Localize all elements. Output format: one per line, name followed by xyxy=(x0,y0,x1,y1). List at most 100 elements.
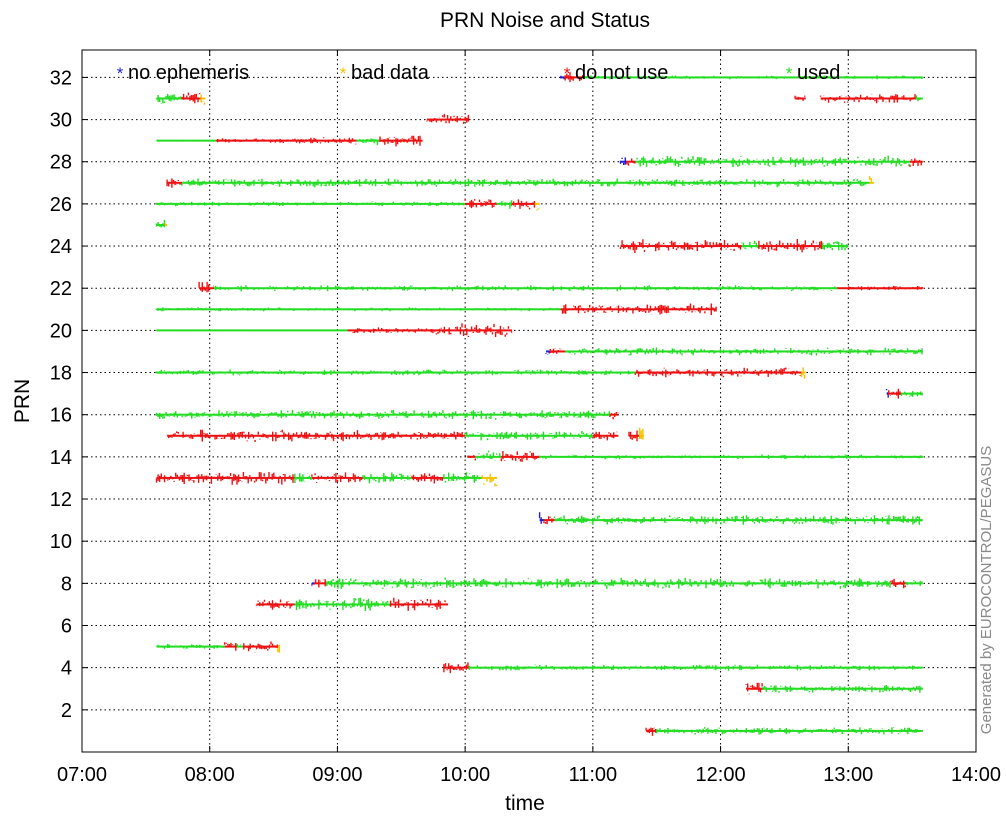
segment-no-ephemeris xyxy=(545,350,551,355)
segment-do-not-use xyxy=(411,473,444,484)
segment-used xyxy=(156,139,217,142)
y-tick-label: 16 xyxy=(50,405,72,427)
prn-track-5 xyxy=(155,641,281,653)
segment-do-not-use xyxy=(564,72,585,83)
segment-no-ephemeris xyxy=(538,512,544,524)
segment-used xyxy=(915,95,923,102)
legend-item-no-ephemeris: * no ephemeris xyxy=(117,62,250,84)
segment-do-not-use xyxy=(166,429,370,442)
segment-used xyxy=(236,644,244,648)
segment-do-not-use xyxy=(745,682,764,695)
segment-bad-data xyxy=(800,367,806,379)
prn-track-15 xyxy=(166,427,644,442)
segment-do-not-use xyxy=(560,303,717,316)
legend-label: used xyxy=(797,62,840,84)
segment-used xyxy=(741,240,759,250)
segment-do-not-use xyxy=(511,199,536,210)
segment-used xyxy=(464,431,593,441)
x-tick-label: 11:00 xyxy=(569,764,618,786)
segment-do-not-use xyxy=(223,642,238,651)
segment-used xyxy=(155,220,166,228)
y-tick-label: 10 xyxy=(50,531,72,553)
y-tick-label: 6 xyxy=(61,616,72,638)
segment-bad-data xyxy=(200,94,206,105)
segment-do-not-use xyxy=(311,472,363,483)
segment-used xyxy=(583,75,923,80)
segment-bad-data xyxy=(481,473,498,487)
y-tick-label: 30 xyxy=(50,110,72,132)
y-tick-label: 4 xyxy=(61,658,72,680)
legend-marker: * xyxy=(564,64,571,83)
segment-no-ephemeris xyxy=(619,157,627,165)
segment-used xyxy=(468,664,923,671)
prn-track-19 xyxy=(545,347,923,356)
segment-used xyxy=(822,241,849,251)
segment-used xyxy=(181,178,870,188)
segment-used xyxy=(155,409,610,420)
segment-do-not-use xyxy=(155,472,178,483)
segment-used xyxy=(155,93,183,104)
prn-track-29 xyxy=(156,135,423,147)
prn-track-3 xyxy=(745,682,923,695)
segment-used xyxy=(762,685,923,693)
credit-text: Generated by EUROCONTROL/PEGASUS xyxy=(978,446,995,734)
segment-do-not-use xyxy=(619,239,742,253)
x-tick-label: 08:00 xyxy=(185,764,235,786)
segment-do-not-use xyxy=(389,597,449,611)
segment-used xyxy=(496,200,513,209)
prn-track-25 xyxy=(155,220,168,228)
x-axis-ticks: 07:00 08:00 09:00 10:00 11:00 12:00 13:00 14:00 xyxy=(57,50,1001,786)
segment-used xyxy=(155,329,349,332)
segment-do-not-use xyxy=(592,431,619,441)
prn-track-21 xyxy=(155,303,717,316)
segment-bad-data xyxy=(534,202,540,211)
chart-title: PRN Noise and Status xyxy=(440,9,650,32)
segment-used xyxy=(538,454,923,460)
segment-do-not-use xyxy=(464,199,498,209)
y-axis-label: PRN xyxy=(11,379,34,423)
segment-do-not-use xyxy=(909,158,923,167)
segment-do-not-use xyxy=(628,430,640,442)
prn-track-30 xyxy=(426,113,470,124)
x-tick-label: 13:00 xyxy=(823,764,873,786)
segment-do-not-use xyxy=(443,662,470,674)
segment-do-not-use xyxy=(177,472,295,485)
segment-no-ephemeris xyxy=(311,582,315,586)
prn-track-24 xyxy=(619,239,849,253)
segment-do-not-use xyxy=(368,431,466,441)
segment-used xyxy=(443,472,483,483)
segment-do-not-use xyxy=(379,135,423,147)
y-tick-label: 8 xyxy=(61,573,72,595)
segment-do-not-use xyxy=(794,95,806,101)
segment-do-not-use xyxy=(549,348,566,355)
segment-do-not-use xyxy=(166,178,183,188)
x-tick-label: 10:00 xyxy=(440,764,490,786)
y-tick-label: 24 xyxy=(50,236,72,258)
legend: * no ephemeris * bad data * do not use * used xyxy=(117,62,841,84)
y-tick-label: 22 xyxy=(50,278,72,300)
x-tick-label: 09:00 xyxy=(312,764,362,786)
prn-track-8 xyxy=(311,577,923,589)
segment-do-not-use xyxy=(181,92,202,104)
prn-track-31 xyxy=(155,92,923,105)
segment-do-not-use xyxy=(890,578,906,589)
prn-track-18 xyxy=(155,367,806,379)
prn-track-28 xyxy=(619,155,923,168)
y-tick-label: 14 xyxy=(50,447,72,469)
segment-do-not-use xyxy=(466,455,476,461)
legend-marker: * xyxy=(340,64,347,83)
x-tick-label: 14:00 xyxy=(951,764,1001,786)
segment-bad-data xyxy=(868,176,874,184)
prn-track-32 xyxy=(560,72,923,83)
prn-track-16 xyxy=(155,409,619,420)
segment-used xyxy=(155,201,466,207)
prn-track-7 xyxy=(255,597,449,611)
legend-marker: * xyxy=(117,64,124,83)
segment-bad-data xyxy=(277,644,281,653)
x-tick-label: 07:00 xyxy=(57,764,107,786)
segment-do-not-use xyxy=(243,641,279,653)
segment-do-not-use xyxy=(294,137,357,145)
segment-used xyxy=(355,138,380,146)
